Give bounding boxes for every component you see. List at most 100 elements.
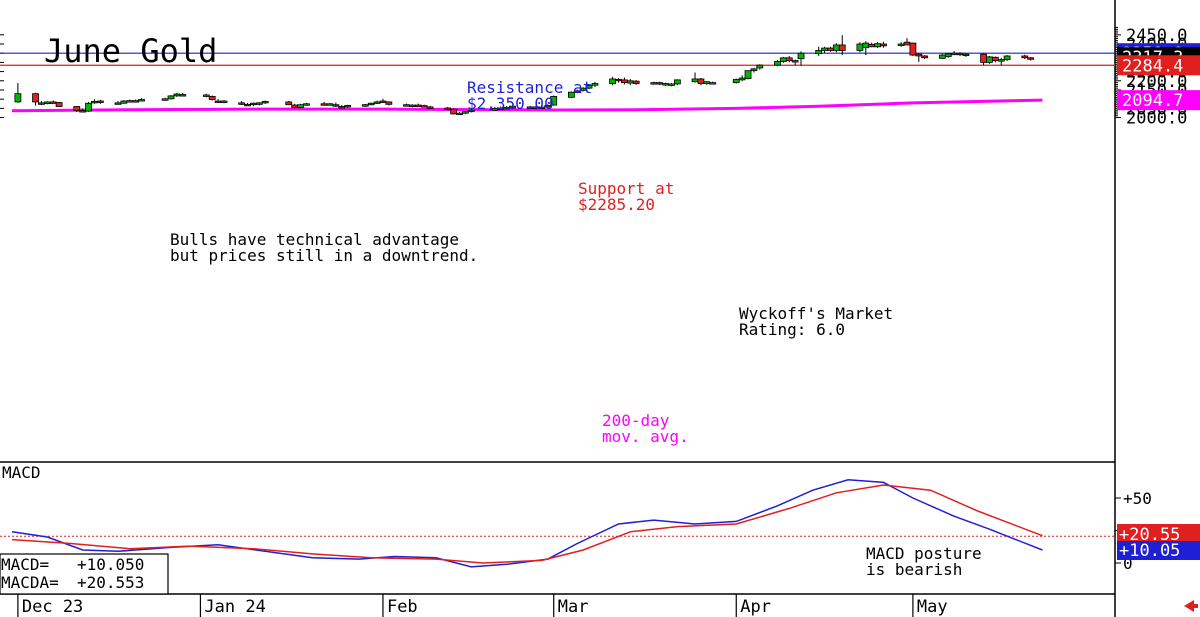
candle: [567, 91, 575, 99]
candle-body-up: [821, 47, 828, 51]
candle: [944, 52, 952, 58]
candle: [179, 92, 187, 97]
candle: [956, 52, 964, 57]
candle-body-down: [55, 102, 63, 107]
candle-body-up: [662, 83, 669, 86]
candle: [409, 104, 416, 108]
candle-body-down: [238, 102, 246, 105]
candle-body-down: [214, 100, 222, 103]
resistance-label: Resistance at: [467, 78, 592, 97]
candle-body-up: [138, 99, 145, 102]
candle: [538, 106, 546, 109]
candle: [874, 42, 881, 49]
candle-body-up: [579, 87, 587, 91]
candle-body-up: [874, 43, 881, 48]
support-value-label: $2285.20: [578, 195, 655, 214]
candle: [261, 100, 269, 104]
candle-body-down: [414, 104, 422, 107]
candle-body-down: [956, 52, 964, 56]
candle-body-down: [450, 108, 458, 115]
candle-body-down: [915, 53, 923, 57]
candle: [779, 56, 787, 63]
candle-body-down: [403, 104, 410, 107]
month-label: Mar: [558, 597, 589, 617]
candle-body-up: [774, 61, 781, 66]
candle-body-up: [409, 104, 416, 107]
candle: [991, 56, 999, 63]
candle-body-down: [244, 103, 251, 107]
candle: [467, 109, 475, 113]
candle: [1021, 54, 1029, 60]
candle-body-up: [461, 111, 469, 114]
candle: [73, 105, 81, 113]
ma-tag-bg: [1117, 90, 1200, 111]
macd-title: MACD: [2, 463, 41, 482]
candle: [668, 82, 675, 87]
candle: [880, 41, 887, 48]
candle-body-up: [509, 105, 516, 109]
candle-body-down: [338, 106, 346, 109]
candle: [338, 105, 346, 109]
candle: [774, 60, 781, 67]
candle: [579, 87, 587, 92]
candle-body-up: [997, 59, 1005, 62]
candle-body-up: [250, 102, 257, 106]
candle-body-down: [420, 105, 428, 108]
candle: [114, 101, 122, 105]
candle: [426, 105, 434, 109]
candle: [550, 95, 558, 106]
candle: [456, 112, 463, 116]
candle: [750, 67, 758, 73]
candle: [656, 81, 664, 86]
candle-body-down: [697, 78, 705, 84]
candle: [444, 106, 452, 111]
candle-body-up: [303, 103, 310, 106]
candle: [461, 110, 469, 115]
candle-body-up: [567, 91, 575, 98]
candle: [450, 108, 458, 115]
support-tag-bg: [1117, 55, 1200, 76]
candle-body-down: [991, 56, 999, 61]
candle: [573, 89, 581, 94]
candle-body-up: [550, 96, 558, 106]
macd-tag-bg: [1117, 541, 1200, 560]
candle-body-down: [615, 78, 622, 82]
candle: [544, 104, 552, 108]
candle: [827, 46, 834, 52]
candle: [385, 101, 393, 106]
candle-body-down: [320, 103, 328, 106]
wyckoff-rating-line: Wyckoff's Market: [739, 304, 893, 323]
candle-body-up: [361, 104, 369, 107]
month-label: Dec 23: [22, 597, 83, 617]
candle-body-up: [43, 101, 51, 104]
candle: [120, 100, 128, 104]
candle-body-up: [709, 82, 717, 85]
candle-body-up: [161, 98, 169, 101]
macda-readout-label: MACDA=: [1, 573, 59, 592]
candle: [367, 102, 375, 106]
candle: [591, 81, 599, 88]
candle-body-down: [1027, 57, 1035, 60]
candle-body-up: [856, 43, 864, 51]
candle: [250, 102, 257, 107]
candle-body-down: [838, 44, 846, 51]
macda-tag-bg: [1117, 524, 1200, 543]
candle-body-down: [132, 100, 140, 103]
candle-body-up: [326, 103, 334, 106]
candle: [938, 53, 946, 60]
candle-body-up: [897, 43, 905, 46]
candle: [756, 64, 764, 70]
candle: [208, 95, 216, 101]
candle: [868, 42, 876, 48]
candle-body-up: [703, 81, 711, 84]
candle-body-up: [573, 90, 581, 93]
candle: [161, 97, 169, 101]
candle: [326, 102, 334, 106]
candle-body-up: [126, 100, 134, 103]
candle-body-down: [96, 100, 104, 103]
candle: [361, 103, 369, 107]
macd-tag: +10.05: [1119, 541, 1180, 561]
candle: [332, 102, 340, 107]
month-label: Apr: [740, 597, 771, 617]
macd-readout-value: +10.050: [77, 555, 144, 574]
